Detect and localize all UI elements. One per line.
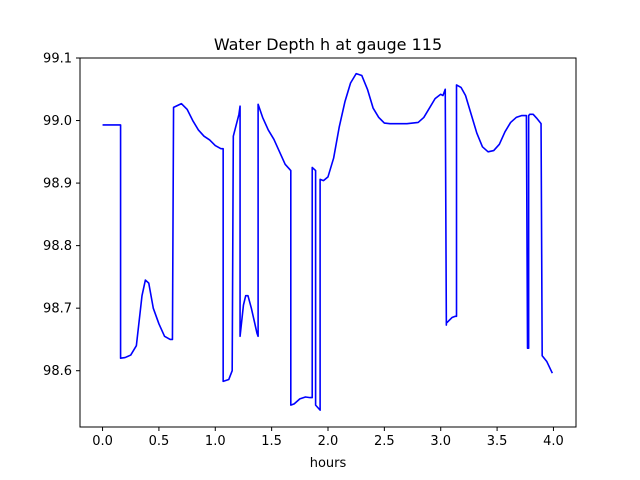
- x-tick-label: 3.0: [430, 434, 451, 449]
- x-tick-label: 2.0: [318, 434, 339, 449]
- y-tick-label: 98.9: [43, 177, 72, 192]
- x-tick-label: 2.5: [374, 434, 395, 449]
- x-tick-label: 1.5: [261, 434, 282, 449]
- y-tick-label: 99.0: [43, 114, 72, 129]
- x-tick-label: 3.5: [487, 434, 508, 449]
- series-line-0: [102, 72, 554, 411]
- y-tick-label: 98.8: [43, 239, 72, 254]
- x-tick-label: 4.0: [543, 434, 564, 449]
- x-axis: 0.0 0.5 1.0 1.5 2.0 2.5 3.0 3.5 4.0: [92, 427, 564, 449]
- axes-frame: [79, 57, 577, 428]
- y-tick-label: 98.6: [43, 364, 72, 379]
- chart-title: Water Depth h at gauge 115: [214, 35, 442, 54]
- y-tick-label: 98.7: [43, 302, 72, 317]
- x-tick-label: 0.0: [92, 434, 113, 449]
- x-tick-label: 0.5: [149, 434, 170, 449]
- plot-area: [102, 72, 554, 411]
- x-tick-label: 1.0: [205, 434, 226, 449]
- y-tick-label: 99.1: [43, 52, 72, 67]
- y-axis: 98.6 98.7 98.8 98.9 99.0 99.1: [43, 52, 80, 379]
- x-axis-label: hours: [310, 456, 347, 471]
